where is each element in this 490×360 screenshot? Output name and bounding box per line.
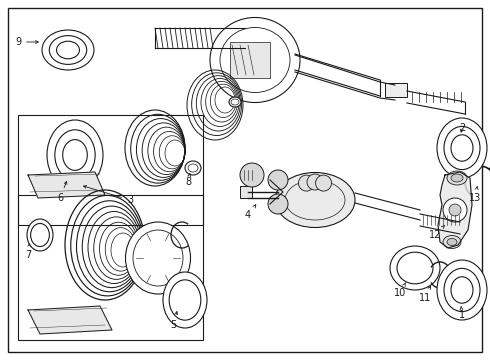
Circle shape xyxy=(449,204,461,216)
Circle shape xyxy=(240,163,264,187)
Text: 12: 12 xyxy=(429,225,445,240)
Circle shape xyxy=(298,175,315,191)
Circle shape xyxy=(443,198,467,222)
Text: 7: 7 xyxy=(25,244,31,260)
Ellipse shape xyxy=(229,97,241,107)
Ellipse shape xyxy=(42,30,94,70)
Ellipse shape xyxy=(27,219,53,251)
Text: 2: 2 xyxy=(459,123,465,133)
Ellipse shape xyxy=(185,161,201,175)
Text: 8: 8 xyxy=(185,174,191,187)
Ellipse shape xyxy=(210,18,300,103)
Ellipse shape xyxy=(125,222,191,294)
Ellipse shape xyxy=(47,120,103,190)
Bar xyxy=(385,83,407,97)
Text: 6: 6 xyxy=(57,181,67,203)
Text: 10: 10 xyxy=(394,283,406,298)
Ellipse shape xyxy=(451,174,463,182)
Bar xyxy=(18,115,203,225)
Ellipse shape xyxy=(437,118,487,178)
Circle shape xyxy=(307,174,323,190)
Ellipse shape xyxy=(443,235,461,248)
Ellipse shape xyxy=(275,172,355,228)
Ellipse shape xyxy=(447,171,467,185)
Text: 11: 11 xyxy=(419,286,431,303)
Text: 3: 3 xyxy=(84,185,133,205)
Polygon shape xyxy=(28,172,105,198)
Text: 13: 13 xyxy=(469,186,481,203)
Circle shape xyxy=(268,170,288,190)
Ellipse shape xyxy=(447,239,457,246)
Text: 1: 1 xyxy=(459,307,465,320)
Ellipse shape xyxy=(163,272,207,328)
Bar xyxy=(230,42,270,78)
Ellipse shape xyxy=(437,260,487,320)
Circle shape xyxy=(268,194,288,214)
Polygon shape xyxy=(28,306,112,334)
Bar xyxy=(18,195,203,340)
Bar xyxy=(240,186,252,198)
Text: 9: 9 xyxy=(15,37,38,47)
Polygon shape xyxy=(438,172,472,248)
Circle shape xyxy=(316,175,332,191)
Ellipse shape xyxy=(390,246,440,290)
Text: 4: 4 xyxy=(245,205,256,220)
Text: 5: 5 xyxy=(170,311,177,330)
